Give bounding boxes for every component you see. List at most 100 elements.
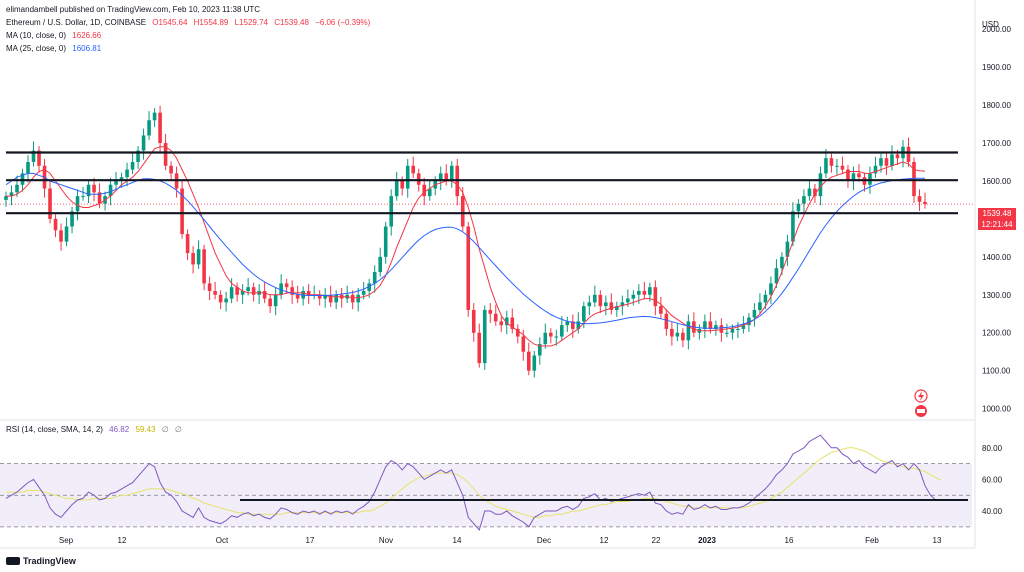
ma10-legend[interactable]: MA (10, close, 0) 1626.66	[6, 30, 105, 41]
ma25-legend[interactable]: MA (25, close, 0) 1606.81	[6, 43, 105, 54]
price-tick-label: 1900.00	[982, 63, 1011, 72]
candle-body	[791, 211, 795, 242]
candle-body	[686, 321, 691, 341]
candle-body	[510, 317, 515, 329]
candle-body	[394, 180, 399, 197]
time-tick-label: Oct	[216, 536, 229, 545]
candle-body	[290, 287, 294, 295]
candle-body	[659, 306, 663, 314]
candle-body	[92, 184, 96, 193]
rsi-line	[5, 434, 937, 532]
candle-body	[229, 287, 234, 299]
candle-body	[75, 196, 80, 212]
candle-body	[180, 188, 184, 235]
candle-body	[367, 283, 371, 291]
rsi-value: 46.82	[109, 425, 130, 434]
rsi-legend[interactable]: RSI (14, close, SMA, 14, 2) 46.82 59.43 …	[6, 424, 186, 435]
candle-body	[807, 188, 812, 197]
rsi-sma-value: 59.43	[135, 425, 156, 434]
ma10-line	[6, 146, 926, 347]
candle-body	[163, 143, 168, 166]
candle-body	[378, 256, 383, 273]
candle-body	[53, 218, 58, 231]
rsi-lines	[5, 434, 968, 532]
candle-body	[857, 173, 861, 178]
last-price-tag: 1539.48 12:21:44	[978, 208, 1016, 230]
candle-body	[185, 234, 190, 254]
time-tick-label: Sep	[59, 536, 74, 545]
candle-body	[405, 165, 410, 189]
candle-body	[9, 192, 14, 197]
ma25-label: MA (25, close, 0)	[6, 44, 67, 53]
candle-body	[438, 173, 443, 181]
time-tick-label: 17	[306, 536, 315, 545]
candle-body	[323, 294, 327, 299]
candle-body	[466, 226, 471, 310]
close-value: C1539.48	[274, 18, 309, 27]
candle-body	[543, 332, 548, 345]
candle-body	[334, 294, 338, 303]
candle-body	[758, 302, 762, 310]
high-value: H1554.89	[193, 18, 229, 27]
candle-body	[114, 180, 118, 185]
symbol-legend[interactable]: Ethereum / U.S. Dollar, 1D, COINBASE O15…	[6, 17, 374, 28]
candle-body	[86, 184, 91, 197]
candle-body	[48, 188, 52, 219]
candle-body	[824, 158, 828, 174]
candle-body	[416, 173, 421, 185]
candle-body	[752, 309, 757, 318]
candle-body	[681, 332, 685, 341]
price-tick-label: 1000.00	[982, 405, 1011, 414]
candle-body	[361, 290, 366, 295]
candle-body	[884, 158, 889, 166]
rsi-tick-label: 40.00	[982, 507, 1003, 516]
candle-body	[477, 332, 482, 364]
candle-body	[383, 226, 388, 257]
footer-brand[interactable]: TradingView	[6, 556, 76, 566]
candle-body	[598, 294, 603, 307]
candle-body	[246, 287, 250, 291]
price-tick-label: 1700.00	[982, 139, 1011, 148]
candle-body	[741, 325, 746, 329]
candle-body	[708, 321, 713, 329]
candle-body	[207, 283, 212, 291]
candle-body	[273, 294, 278, 307]
candle-body	[521, 336, 526, 352]
time-tick-label: Nov	[379, 536, 393, 545]
candle-body	[895, 154, 900, 159]
rsi-background: 40.00 60.00 80.00	[0, 444, 1003, 528]
time-tick-label: 12	[600, 536, 609, 545]
candle-body	[582, 306, 586, 322]
price-tick-label: 1300.00	[982, 291, 1011, 300]
candle-body	[251, 287, 256, 295]
open-value: O1545.64	[152, 18, 188, 27]
candle-body	[637, 290, 641, 295]
candle-body	[675, 332, 680, 337]
candle-body	[587, 302, 592, 307]
time-axis: Sep 12 Oct 17 Nov 14 Dec 12 22 2023 16 Feb 13	[59, 536, 942, 545]
author-text: elimandambell published on TradingView.c…	[6, 5, 261, 14]
candle-body	[372, 272, 377, 284]
candle-body	[499, 321, 504, 326]
candle-body	[835, 165, 839, 167]
candle-body	[769, 283, 773, 295]
change-value: −6.06 (−0.39%)	[315, 18, 371, 27]
candle-body	[130, 161, 135, 170]
candle-body	[328, 294, 333, 303]
time-tick-label: Dec	[537, 536, 551, 545]
candle-body	[64, 226, 69, 242]
candle-body	[840, 165, 845, 170]
candle-body	[813, 188, 817, 197]
candle-body	[571, 321, 575, 329]
candle-body	[631, 294, 636, 299]
time-tick-label: 14	[453, 536, 462, 545]
candle-body	[890, 154, 894, 166]
candle-body	[15, 184, 19, 193]
lightning-icon-glyph	[918, 391, 924, 401]
candle-body	[906, 146, 911, 162]
candle-body	[136, 150, 140, 162]
candle-body	[196, 249, 201, 265]
candle-body	[719, 325, 724, 333]
candle-body	[59, 230, 63, 242]
